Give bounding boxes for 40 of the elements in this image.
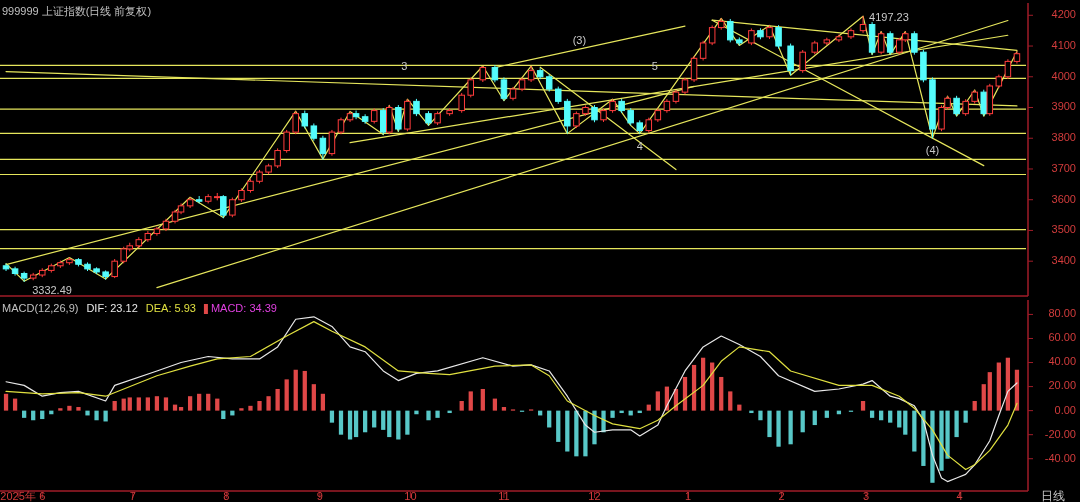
x-tick-label: 12	[588, 489, 601, 502]
text: 日线	[1041, 489, 1065, 502]
text: DEA: 5.93	[145, 301, 196, 314]
y-tick-label: 3900	[1051, 100, 1076, 113]
annotation: (4)	[925, 144, 940, 157]
text: DIF: 23.12	[86, 301, 138, 314]
x-tick-label: 2	[778, 489, 785, 502]
annotation: 3332.49	[32, 283, 72, 296]
y-tick-label: 20.00	[1048, 379, 1076, 392]
y-tick-label: 4100	[1051, 38, 1076, 51]
y-tick-label: 4200	[1051, 8, 1076, 21]
x-tick-label: 7	[129, 489, 136, 502]
y-tick-label: 3400	[1051, 254, 1076, 267]
x-tick-label: 3	[863, 489, 870, 502]
x-tick-label: 8	[223, 489, 230, 502]
y-tick-label: 80.00	[1048, 307, 1076, 320]
chart-title: MACD(12,26,9)	[2, 301, 79, 314]
y-tick-label: 40.00	[1048, 355, 1076, 368]
x-tick-label: 11	[498, 489, 510, 502]
y-tick-label: 3500	[1051, 223, 1076, 236]
y-tick-label: 3800	[1051, 131, 1076, 144]
x-tick-label: 4	[956, 489, 963, 502]
legend-label: MACD: 34.39	[210, 301, 277, 314]
x-tick-label: 6	[39, 489, 46, 502]
y-tick-label: 3600	[1051, 192, 1076, 205]
x-tick-label: 10	[404, 489, 417, 502]
x-tick-label: 9	[316, 489, 323, 502]
x-tick-label: 1	[684, 489, 692, 502]
y-tick-label: 4000	[1051, 69, 1076, 82]
y-tick-label: 3700	[1051, 161, 1076, 174]
annotation: 4197.23	[869, 11, 909, 24]
x-tick-label: 2025年	[0, 489, 36, 502]
annotation: 3	[401, 60, 408, 73]
chart-title: 999999 上证指数(日线 前复权)	[2, 4, 152, 17]
annotation: 4	[636, 139, 643, 152]
annotation: (3)	[572, 34, 587, 47]
y-tick-label: 0.00	[1054, 403, 1076, 416]
y-tick-label: -40.00	[1044, 451, 1076, 464]
y-tick-label: -20.00	[1044, 427, 1076, 440]
y-tick-label: 60.00	[1048, 331, 1076, 344]
